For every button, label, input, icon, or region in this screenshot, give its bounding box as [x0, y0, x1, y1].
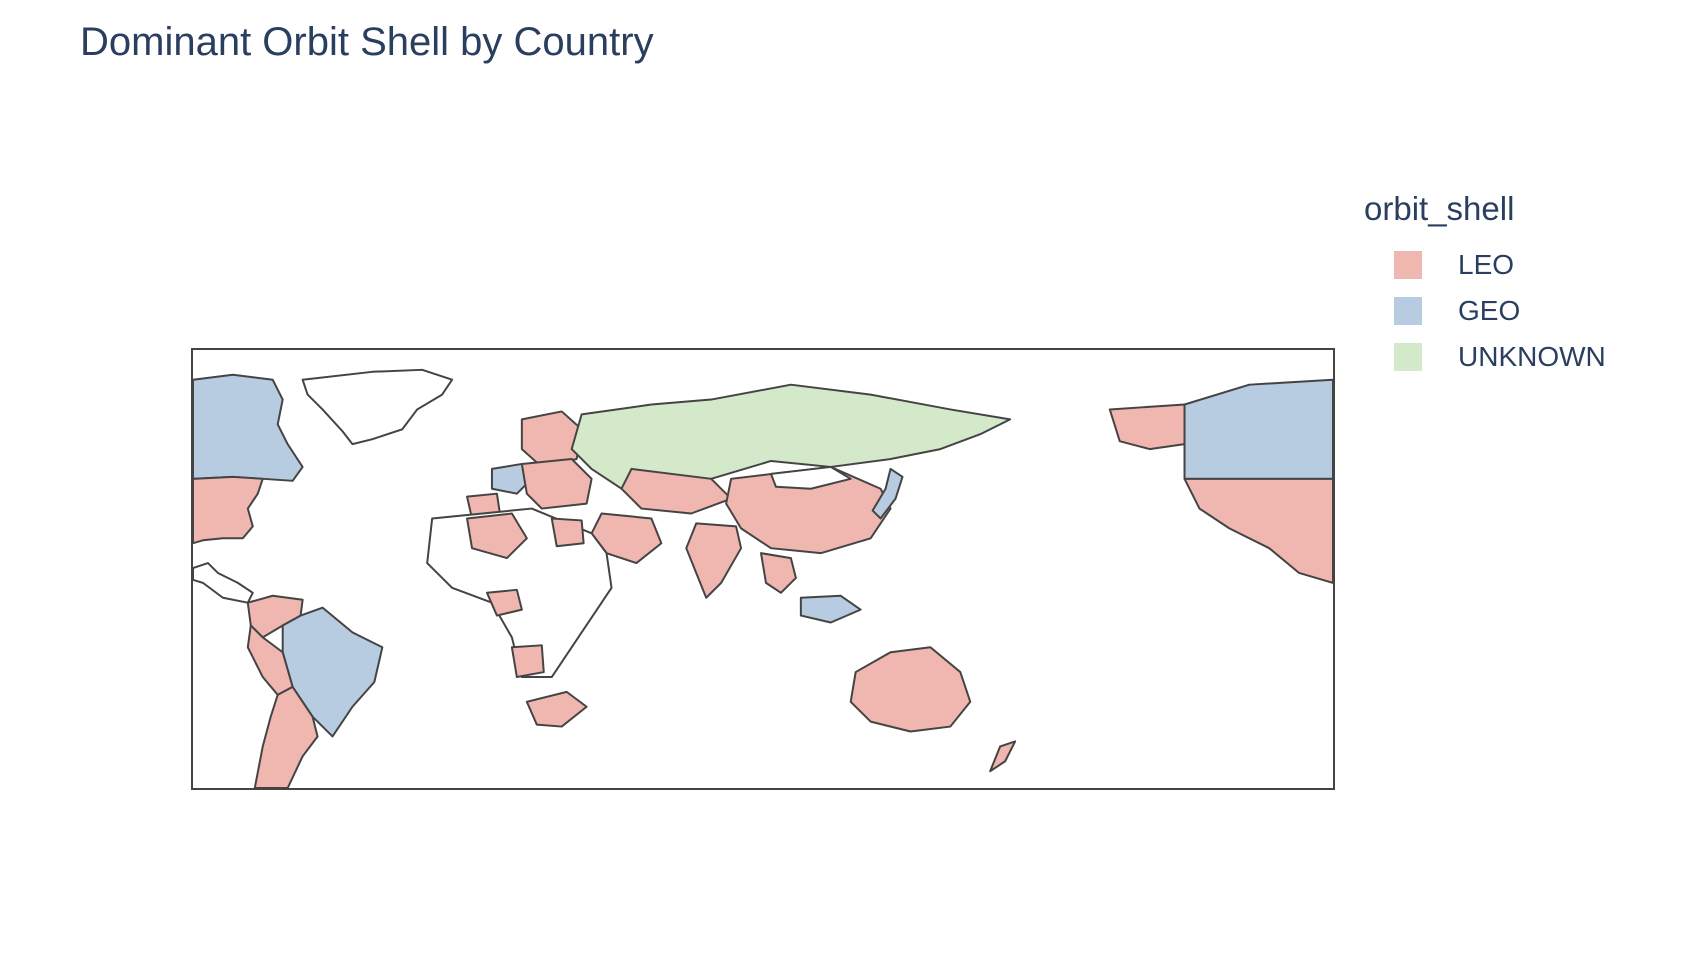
world-map[interactable] — [193, 350, 1333, 788]
legend-swatch — [1394, 251, 1422, 279]
country-usa-alaska[interactable] — [1108, 403, 1186, 451]
country-algeria[interactable] — [466, 512, 528, 560]
country-egypt[interactable] — [550, 517, 585, 548]
country-russia[interactable] — [570, 383, 1012, 495]
country-usa-west[interactable] — [193, 475, 264, 545]
country-kazakhstan[interactable] — [620, 467, 733, 515]
country-south-africa[interactable] — [525, 690, 588, 728]
country-indonesia[interactable] — [799, 594, 862, 624]
legend-label: UNKNOWN — [1458, 341, 1606, 372]
country-argentina-chile[interactable] — [253, 685, 319, 788]
country-angola[interactable] — [510, 644, 545, 679]
legend: orbit_shell LEO GEO UNKNOWN — [1364, 190, 1606, 380]
legend-title: orbit_shell — [1364, 190, 1515, 227]
country-europe-north[interactable] — [520, 410, 583, 468]
legend-item-leo[interactable]: LEO — [1364, 242, 1606, 288]
country-india[interactable] — [685, 522, 743, 599]
legend-item-geo[interactable]: GEO — [1364, 288, 1606, 334]
country-china[interactable] — [725, 465, 892, 555]
country-nigeria[interactable] — [485, 588, 523, 617]
country-usa-east[interactable] — [1183, 477, 1333, 584]
legend-label: LEO — [1458, 249, 1515, 280]
legend-item-unknown[interactable]: UNKNOWN — [1364, 334, 1606, 380]
country-canada-west[interactable] — [193, 373, 304, 482]
legend-label: GEO — [1458, 295, 1521, 326]
chart-title: Dominant Orbit Shell by Country — [80, 20, 654, 64]
country-france[interactable] — [490, 462, 533, 495]
country-mongolia[interactable] — [769, 465, 852, 490]
country-africa-north[interactable] — [426, 507, 613, 679]
map-frame[interactable] — [191, 348, 1335, 790]
legend-swatch — [1394, 297, 1422, 325]
country-new-zealand[interactable] — [989, 740, 1017, 773]
legend-swatch — [1394, 343, 1422, 371]
country-australia[interactable] — [849, 646, 972, 733]
country-canada-east[interactable] — [1183, 378, 1333, 480]
country-greenland[interactable] — [301, 368, 454, 446]
country-europe-central[interactable] — [520, 458, 593, 510]
country-japan[interactable] — [871, 467, 904, 520]
country-southeast-asia[interactable] — [760, 552, 797, 594]
country-central-america[interactable] — [193, 562, 254, 604]
